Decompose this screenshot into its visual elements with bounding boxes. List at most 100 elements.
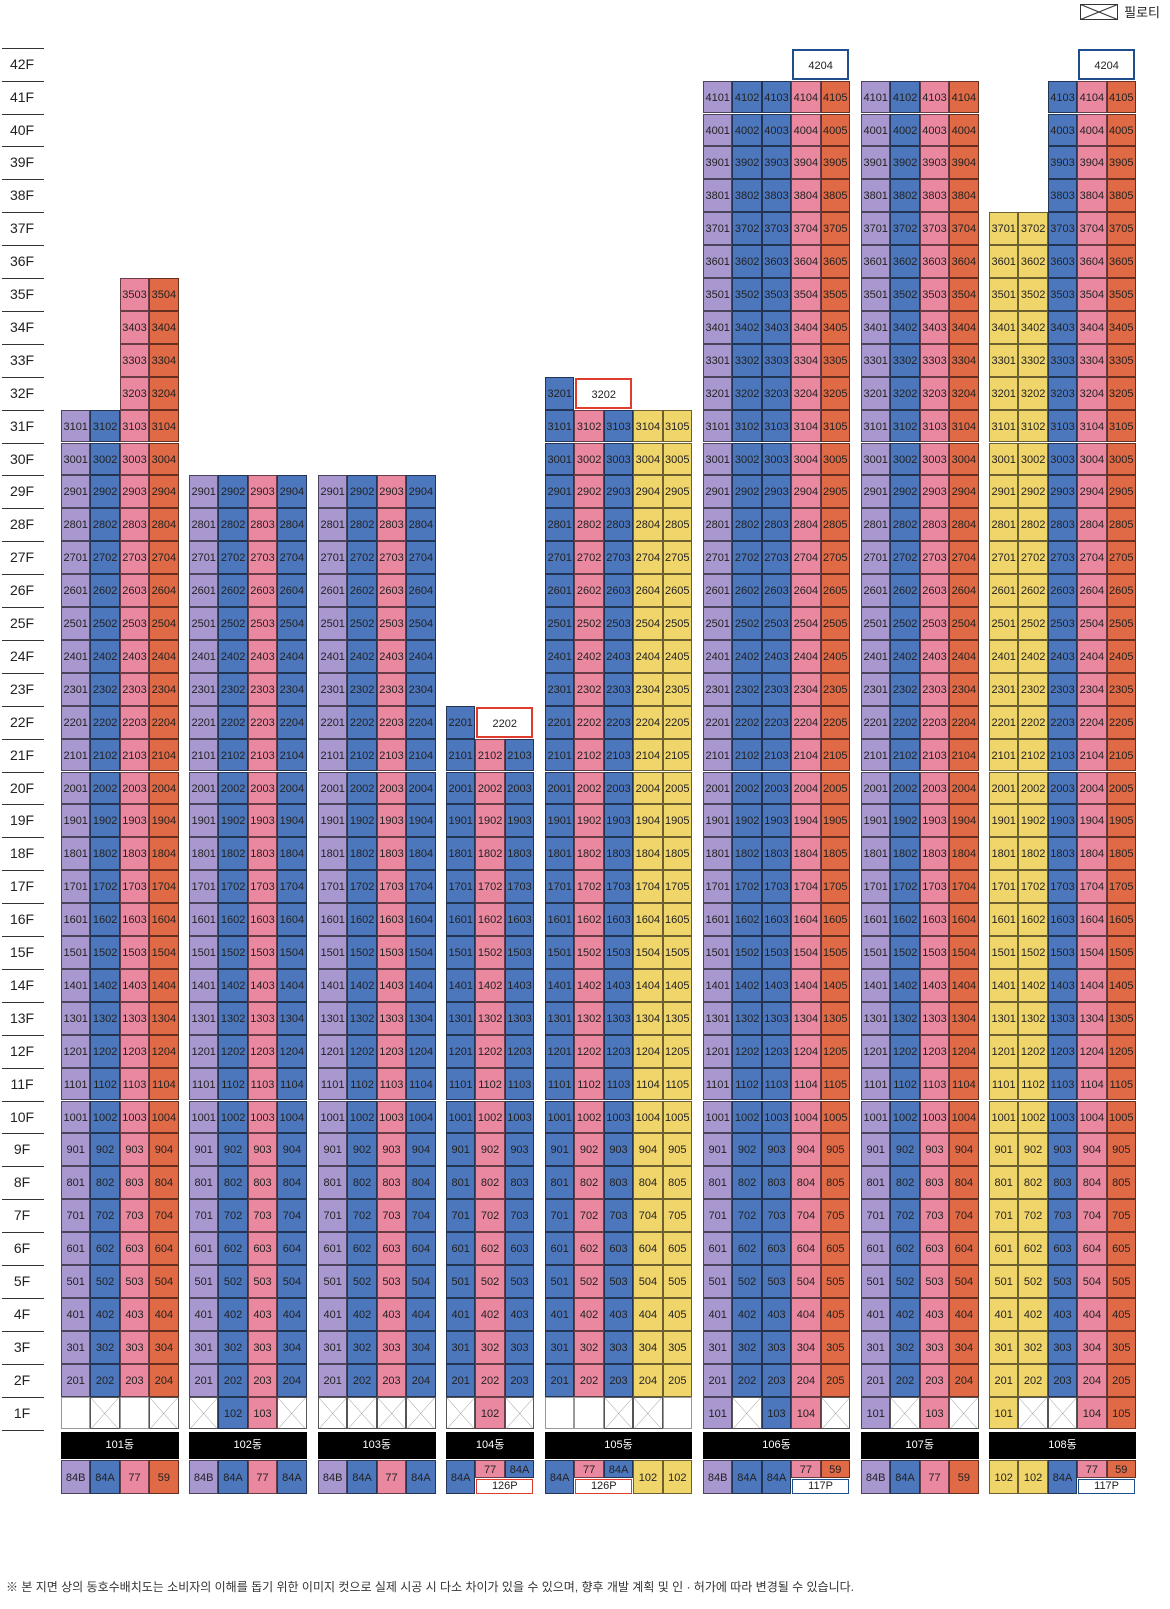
unit-cell: 3602 — [890, 245, 920, 278]
unit-cell: 403 — [247, 1297, 278, 1331]
unit-cell: 404 — [791, 1297, 821, 1331]
unit-cell: 2403 — [1047, 639, 1078, 673]
unit-cell: 1303 — [1047, 1001, 1078, 1035]
unit-cell: 1205 — [820, 1034, 850, 1068]
unit-cell: 204 — [406, 1363, 436, 1397]
unit-cell: 2305 — [1106, 672, 1136, 706]
unit-cell: 901 — [703, 1133, 733, 1167]
unit-cell: 702 — [347, 1199, 377, 1233]
unit-cell: 1401 — [446, 968, 476, 1002]
unit-cell: 601 — [189, 1232, 219, 1265]
unit-cell: 804 — [949, 1166, 979, 1200]
unit-cell: 605 — [1106, 1232, 1136, 1265]
unit-cell: 2304 — [1077, 672, 1107, 706]
unit-cell: 705 — [1106, 1199, 1136, 1233]
unit-cell: 1501 — [446, 936, 476, 969]
unit-cell: 1202 — [1018, 1034, 1048, 1068]
unit-cell: 3702 — [890, 212, 920, 246]
unit-cell: 904 — [633, 1133, 663, 1167]
unit-cell: 401 — [861, 1297, 891, 1331]
unit-cell: 2701 — [861, 541, 891, 575]
floor-label: 7F — [13, 1207, 31, 1224]
unit-cell: 1304 — [633, 1001, 663, 1035]
unit-cell: 1403 — [1047, 968, 1078, 1002]
unit-cell: 1003 — [919, 1100, 950, 1134]
unit-cell: 705 — [662, 1199, 692, 1233]
unit-cell: 902 — [475, 1133, 505, 1167]
unit-cell: 1501 — [703, 936, 733, 969]
unit-cell: 401 — [189, 1297, 219, 1331]
pilotis-cell — [603, 1396, 634, 1430]
unit-cell: 2402 — [347, 639, 377, 673]
unit-cell: 3605 — [1106, 245, 1136, 278]
floor-separator — [2, 607, 44, 608]
unit-cell: 3402 — [732, 310, 762, 344]
unit-cell: 4103 — [919, 80, 950, 114]
unit-cell: 2302 — [890, 672, 920, 706]
unit-cell: 402 — [347, 1297, 377, 1331]
unit-cell: 2302 — [347, 672, 377, 706]
unit-cell: 2502 — [732, 607, 762, 640]
unit-cell: 1001 — [318, 1100, 348, 1134]
unit-cell: 2803 — [603, 508, 634, 542]
unit-type-label: 84A — [732, 1460, 762, 1494]
unit-cell: 1105 — [1106, 1067, 1136, 1101]
unit-cell: 801 — [61, 1166, 91, 1200]
unit-cell: 1604 — [949, 903, 979, 936]
unit-cell: 1704 — [791, 870, 821, 904]
unit-cell: 704 — [149, 1199, 179, 1233]
floor-separator — [2, 541, 44, 543]
unit-cell: 902 — [732, 1133, 762, 1167]
unit-cell: 1803 — [603, 837, 634, 871]
unit-cell: 401 — [61, 1297, 91, 1331]
unit-cell: 1102 — [475, 1067, 505, 1101]
unit-cell: 404 — [633, 1297, 663, 1331]
legend-label: 필로티 — [1124, 5, 1160, 20]
floor-label: 19F — [9, 812, 35, 829]
unit-cell: 902 — [1018, 1133, 1048, 1167]
unit-cell: 2703 — [119, 541, 150, 575]
unit-cell: 1804 — [1077, 837, 1107, 871]
unit-cell: 101 — [703, 1396, 733, 1430]
unit-cell: 603 — [119, 1232, 150, 1265]
unit-cell: 501 — [545, 1265, 575, 1298]
unit-cell: 1801 — [545, 837, 575, 871]
unit-cell: 1903 — [919, 804, 950, 838]
unit-cell: 1902 — [574, 804, 604, 838]
unit-cell: 2301 — [545, 672, 575, 706]
unit-cell: 1402 — [732, 968, 762, 1002]
floor-label: 23F — [9, 680, 35, 697]
unit-cell: 4005 — [1106, 113, 1136, 147]
unit-cell: 1801 — [318, 837, 348, 871]
unit-cell: 3603 — [919, 245, 950, 278]
unit-cell: 2504 — [149, 607, 179, 640]
unit-cell: 2503 — [247, 607, 278, 640]
unit-cell: 1602 — [90, 903, 120, 936]
unit-cell: 1103 — [376, 1067, 407, 1101]
floor-label: 8F — [13, 1174, 31, 1191]
unit-cell: 4102 — [890, 80, 920, 114]
unit-cell: 1902 — [218, 804, 248, 838]
unit-cell: 901 — [861, 1133, 891, 1167]
unit-cell: 1204 — [149, 1034, 179, 1068]
unit-cell: 1901 — [61, 804, 91, 838]
unit-cell: 3202 — [1018, 376, 1048, 410]
unit-cell: 1904 — [1077, 804, 1107, 838]
unit-cell: 1303 — [119, 1001, 150, 1035]
unit-cell: 3502 — [890, 278, 920, 311]
unit-cell: 1602 — [475, 903, 505, 936]
unit-cell: 1802 — [218, 837, 248, 871]
unit-cell: 3301 — [989, 343, 1019, 377]
unit-cell: 3003 — [1047, 442, 1078, 476]
unit-cell: 2302 — [1018, 672, 1048, 706]
unit-cell: 1302 — [1018, 1001, 1048, 1035]
unit-cell: 3503 — [761, 278, 792, 311]
unit-cell: 1102 — [574, 1067, 604, 1101]
floor-label: 17F — [9, 878, 35, 895]
unit-cell: 703 — [761, 1199, 792, 1233]
disclaimer-note: ※ 본 지면 상의 동호수배치도는 소비자의 이해를 돕기 위한 이미지 컷으로… — [6, 1580, 854, 1594]
unit-cell: 2904 — [1077, 475, 1107, 509]
unit-cell: 2604 — [277, 574, 307, 607]
unit-cell: 2504 — [277, 607, 307, 640]
unit-cell: 2805 — [820, 508, 850, 542]
